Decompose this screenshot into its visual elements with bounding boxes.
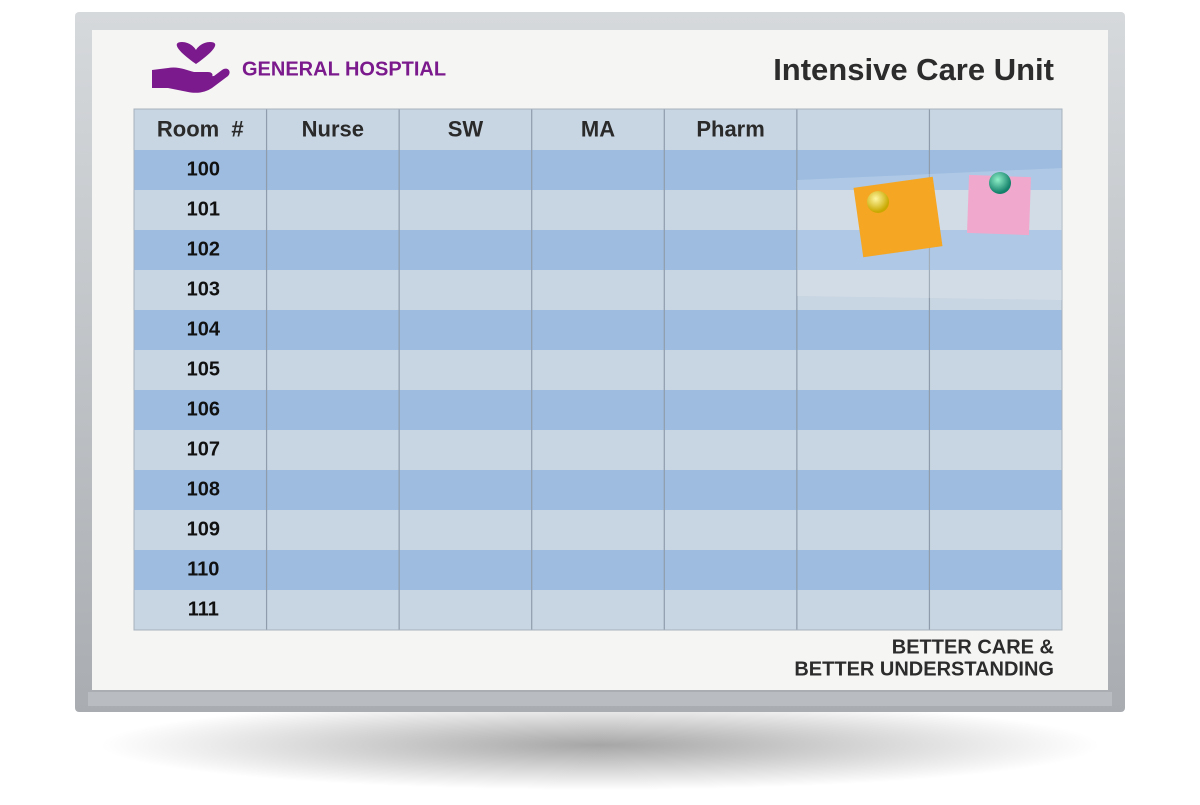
table-row xyxy=(134,550,1062,590)
room-number: 107 xyxy=(187,438,220,460)
org-name: GENERAL HOSPTIAL xyxy=(242,58,446,80)
board-shadow xyxy=(100,700,1100,790)
footer-line: BETTER UNDERSTANDING xyxy=(794,658,1054,680)
room-number: 104 xyxy=(187,318,221,340)
board-title: Intensive Care Unit xyxy=(773,52,1054,87)
column-header: Nurse xyxy=(302,116,364,141)
header-row xyxy=(134,109,1062,150)
table-row xyxy=(134,310,1062,350)
table-row xyxy=(134,430,1062,470)
sticky-note xyxy=(853,176,943,258)
table-row xyxy=(134,470,1062,510)
magnet xyxy=(989,172,1011,194)
column-header: Pharm xyxy=(696,116,764,141)
room-number: 105 xyxy=(187,358,220,380)
table-row xyxy=(134,350,1062,390)
column-header: Room # xyxy=(157,116,244,141)
sticky-notes xyxy=(797,168,1062,300)
footer-line: BETTER CARE & xyxy=(892,636,1054,658)
room-number: 106 xyxy=(187,398,220,420)
column-header: MA xyxy=(581,116,615,141)
logo-hand xyxy=(152,67,230,93)
room-number: 111 xyxy=(188,598,219,620)
room-number: 103 xyxy=(187,278,220,300)
room-number: 102 xyxy=(187,238,220,260)
table-row xyxy=(134,510,1062,550)
table-row xyxy=(134,390,1062,430)
room-number: 108 xyxy=(187,478,220,500)
logo-heart xyxy=(176,42,216,64)
room-number: 109 xyxy=(187,518,220,540)
logo xyxy=(152,42,230,93)
room-number: 110 xyxy=(187,558,219,580)
marker-tray xyxy=(88,692,1112,706)
room-number: 100 xyxy=(187,158,220,180)
table-border xyxy=(133,108,1063,631)
table-row xyxy=(134,590,1062,630)
column-header: SW xyxy=(448,116,484,141)
table-row xyxy=(134,270,1062,310)
room-number: 101 xyxy=(187,198,220,220)
sticky-note xyxy=(967,174,1031,236)
magnet xyxy=(867,191,889,213)
